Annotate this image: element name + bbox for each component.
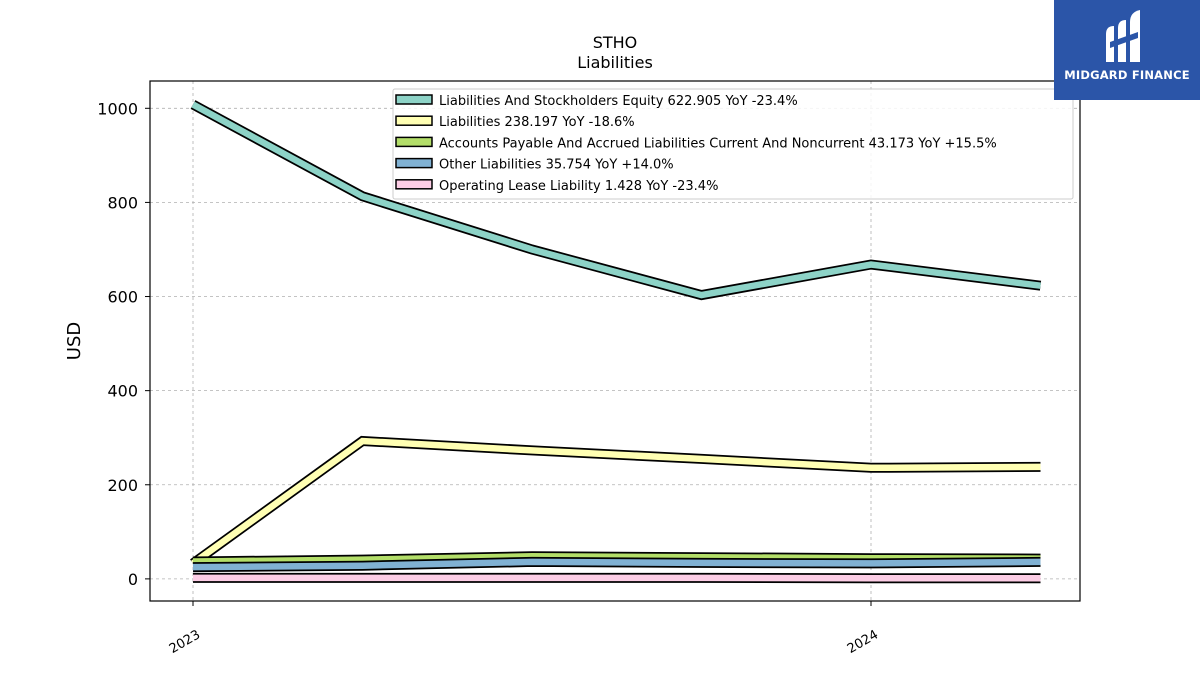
series-line-outline [190,435,1041,568]
y-tick-label: 400 [107,382,138,401]
chart-subtitle: Liabilities [577,53,653,72]
y-axis-ticks: 0 200 400 600 800 1000 [97,99,150,589]
legend-swatch [395,94,433,105]
y-tick-label: 200 [107,476,138,495]
y-tick-label: 600 [107,288,138,307]
legend-entry: Operating Lease Liability 1.428 YoY -23.… [439,179,718,194]
logo-mark-icon [1106,10,1140,62]
legend: Liabilities And Stockholders Equity 622.… [392,88,1074,200]
chart-title: STHO [593,33,638,52]
legend-swatch [395,136,433,148]
x-tick-label: 2023 [167,627,203,657]
midgard-finance-logo: MIDGARD FINANCE [1054,0,1200,100]
x-axis-ticks: 2023 2024 [167,601,881,657]
plot-frame [149,80,1081,602]
legend-entry: Liabilities 238.197 YoY -18.6% [439,115,635,130]
legend-entry: Other Liabilities 35.754 YoY +14.0% [439,158,674,173]
legend-box [392,88,1074,200]
logo-text: MIDGARD FINANCE [1064,68,1190,82]
series-lines [190,100,1042,584]
y-tick-label: 1000 [97,99,138,118]
x-tick-label: 2024 [845,627,881,657]
y-tick-label: 0 [128,570,138,589]
legend-swatch [395,179,433,190]
series-line [191,437,1041,567]
series-line [191,101,1041,299]
legend-entry: Accounts Payable And Accrued Liabilities… [439,136,997,151]
legend-swatch [395,157,433,169]
y-tick-label: 800 [107,193,138,212]
y-axis-label: USD [64,322,85,360]
legend-swatch [395,115,433,126]
series-line [192,558,1041,571]
legend-entry: Liabilities And Stockholders Equity 622.… [439,94,798,109]
